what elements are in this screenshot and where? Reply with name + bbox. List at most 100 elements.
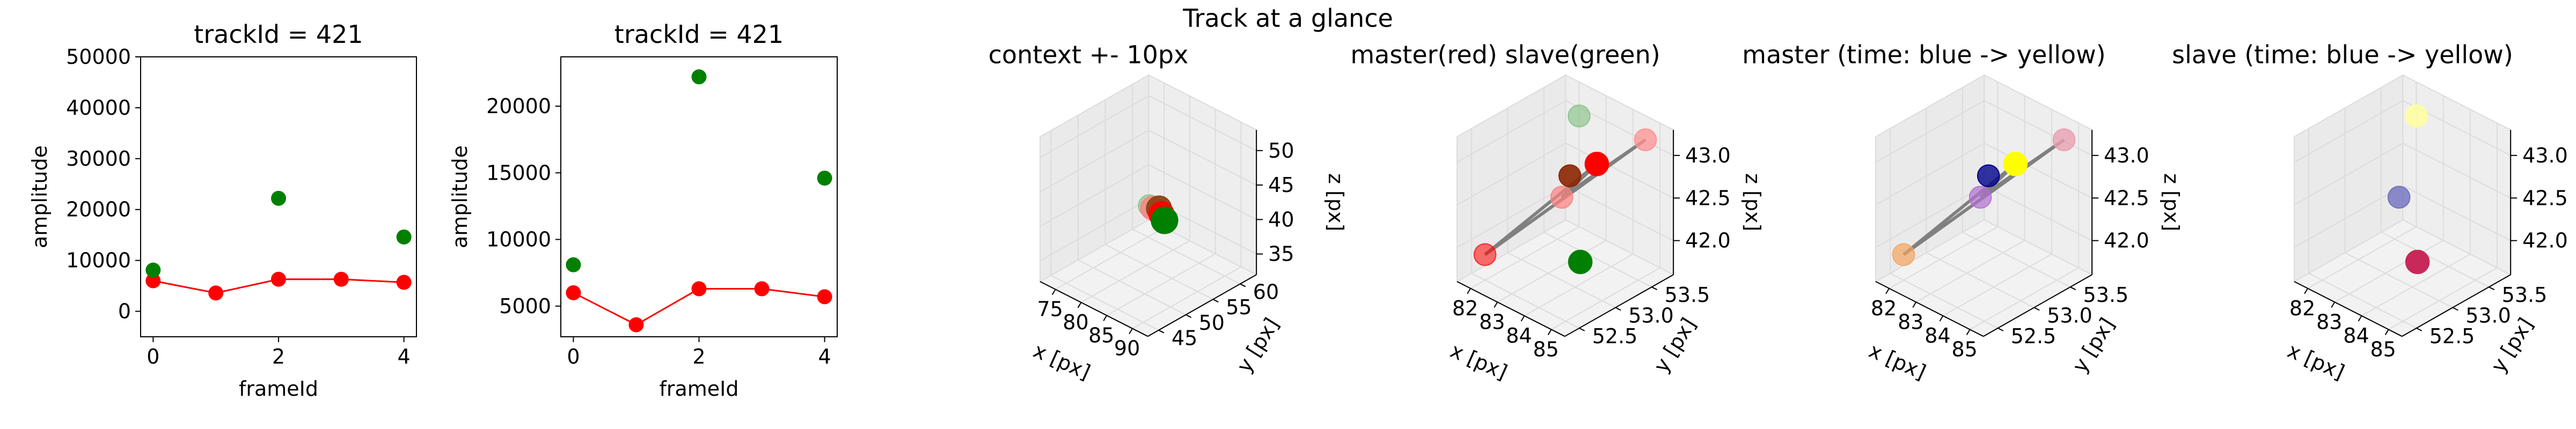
y-tick (1240, 283, 1246, 287)
z-tick-label: 50 (1268, 139, 1294, 162)
figure-suptitle: Track at a glance (1182, 4, 1393, 33)
x-grid-line (2334, 95, 2444, 303)
x-grid-line (1970, 123, 2080, 330)
x-tick (1467, 288, 1471, 294)
y-tick-label: 30000 (66, 147, 131, 171)
x-grid-line (1551, 123, 1661, 330)
amplitude-plot-zoom: trackId = 421 0 2 4 5000 10000 15000 20000 frame… (448, 20, 838, 401)
y-axis-line (1983, 274, 2092, 337)
y-tick-label: 0 (118, 300, 131, 323)
x-tick (2384, 329, 2389, 335)
y-tick-label: 60 (1253, 280, 1279, 304)
data-point (208, 285, 224, 301)
y-tick-label: 53.0 (2047, 304, 2092, 328)
x-tick (1051, 289, 1056, 295)
y-tick-label: 40000 (66, 96, 131, 120)
z-grid-line (1875, 142, 2092, 205)
y-grid-line (2380, 87, 2490, 288)
y-tick-label: 53.0 (1628, 304, 1674, 328)
x-axis-line (1875, 281, 1984, 337)
data-point-3d (1634, 128, 1657, 151)
y-tick-label: 10000 (486, 228, 551, 252)
y-tick-label: 45 (1172, 327, 1197, 350)
y-tick (1579, 327, 1585, 331)
data-point (396, 275, 412, 290)
y-axis-label: amplitude (28, 145, 52, 248)
y-tick-label: 52.5 (2429, 324, 2475, 348)
x-tick-label: 85 (1088, 323, 1114, 347)
y-tick (1158, 329, 1165, 334)
z-grid-line (1040, 95, 1257, 158)
z-axis-label: z [px] (1741, 173, 1765, 231)
x-grid-line (2388, 123, 2498, 330)
x-tick-label: 82 (2289, 297, 2315, 320)
x-tick-label: 84 (1506, 324, 1532, 347)
z-tick-label: 42.0 (2104, 229, 2149, 253)
x-tick-label: 2 (272, 345, 285, 368)
data-point (817, 171, 832, 186)
x-tick-label: 0 (147, 345, 159, 368)
z-grid-line (2294, 142, 2511, 205)
data-point (333, 271, 349, 287)
z-grid-line (2294, 100, 2511, 163)
x-grid-line (1497, 95, 1607, 303)
x-tick (1129, 328, 1133, 335)
data-point-3d (2405, 105, 2428, 128)
y-grid-line (1543, 87, 1652, 288)
data-point-3d (1151, 206, 1179, 234)
data-point (271, 271, 286, 287)
z-tick-label: 42.5 (2522, 186, 2568, 210)
x-grid-line (1106, 109, 1216, 316)
x-grid-line (1943, 109, 2052, 316)
y-tick-label: 55 (1226, 295, 1252, 319)
y-grid-line (1104, 100, 1213, 300)
x-tick-label: 85 (1533, 337, 1558, 361)
data-point-3d (1558, 164, 1582, 188)
y-tick-label: 53.5 (2502, 283, 2548, 307)
y-grid-line (2308, 128, 2417, 329)
y-grid-line (1471, 128, 1580, 329)
x-tick-label: 4 (398, 345, 411, 368)
x-axis-label: x [px] (1447, 338, 1511, 384)
y-tick (2070, 286, 2076, 291)
x-axis-label: frameId (659, 377, 738, 401)
plot-title: slave (time: blue -> yellow) (2172, 40, 2513, 69)
data-point-3d (2052, 128, 2076, 151)
x-grid-line (2307, 82, 2417, 289)
x-axis-line (2294, 281, 2403, 337)
y-axis-label: amplitude (448, 145, 472, 248)
x-tick (1520, 315, 1525, 322)
y-tick (1651, 286, 1658, 291)
x-tick-label: 85 (2370, 337, 2396, 361)
data-point (817, 289, 832, 305)
x-grid-line (1524, 109, 1634, 316)
data-point (691, 69, 707, 85)
y-tick-label: 53.5 (2083, 283, 2129, 307)
y-tick-label: 20000 (66, 198, 131, 221)
x-tick (1077, 302, 1082, 308)
x-grid-line (1081, 95, 1190, 303)
data-point-3d (2405, 249, 2430, 275)
x-tick (1547, 329, 1552, 335)
y-grid-line (1050, 130, 1159, 331)
data-point-3d (1977, 164, 2000, 188)
x-axis-line (1457, 281, 1565, 337)
data-point (691, 281, 707, 297)
x-tick-label: 2 (692, 345, 705, 368)
x-tick-label: 85 (1951, 337, 1977, 361)
x-axis-label: frameId (239, 377, 318, 401)
x-grid-line (1889, 82, 1999, 289)
x-tick-label: 83 (1479, 310, 1505, 334)
data-point (566, 257, 581, 272)
x-tick-label: 4 (818, 345, 831, 368)
data-point (754, 281, 770, 297)
y-axis-line (1147, 274, 1257, 337)
x-tick (1939, 315, 1944, 322)
x-axis-label: x [px] (1865, 338, 1929, 384)
data-point-3d (1892, 243, 1915, 267)
data-point (145, 273, 161, 289)
plot-title: trackId = 421 (194, 20, 363, 49)
